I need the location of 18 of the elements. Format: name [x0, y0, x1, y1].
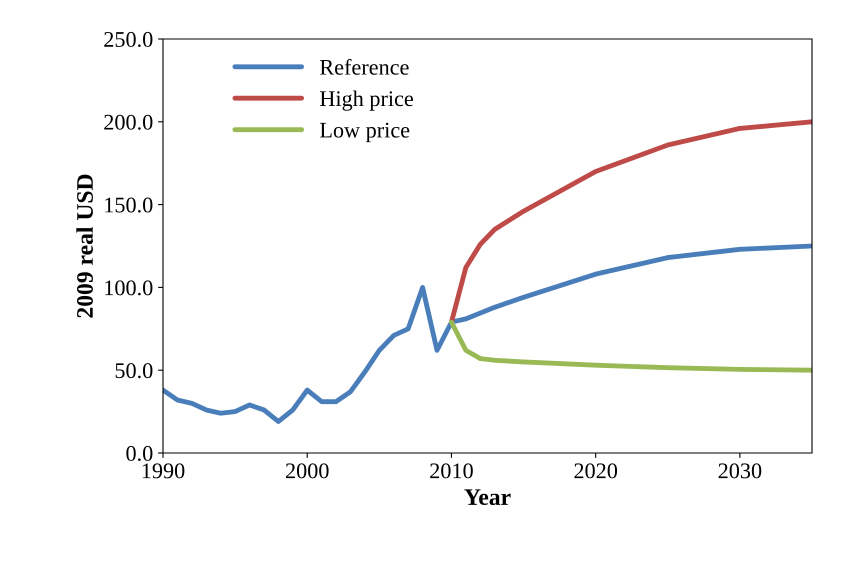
x-tick-label: 2030 — [718, 463, 762, 478]
line-series — [449, 320, 812, 373]
x-tick-label: 2010 — [430, 463, 473, 478]
y-tick-label: 150.0 — [105, 198, 152, 213]
y-tick-label: 250.0 — [104, 32, 152, 48]
y-tick-label: 100.0 — [105, 280, 152, 296]
y-tick-label: 0.0 — [126, 446, 152, 462]
line-series — [163, 244, 812, 424]
x-tick-label: 1990 — [142, 463, 184, 478]
legend-label: Low price — [320, 122, 410, 142]
y-tick-label: 200.0 — [104, 114, 152, 130]
y-axis-title: 2009 real USD — [76, 174, 93, 318]
legend-label: Reference — [320, 58, 409, 75]
x-tick-label: 2000 — [286, 463, 329, 478]
x-tick-label: 2020 — [574, 463, 618, 478]
legend-label: High price — [320, 90, 414, 111]
x-axis-title: Year — [464, 489, 511, 506]
y-tick-label: 50.0 — [116, 363, 152, 378]
